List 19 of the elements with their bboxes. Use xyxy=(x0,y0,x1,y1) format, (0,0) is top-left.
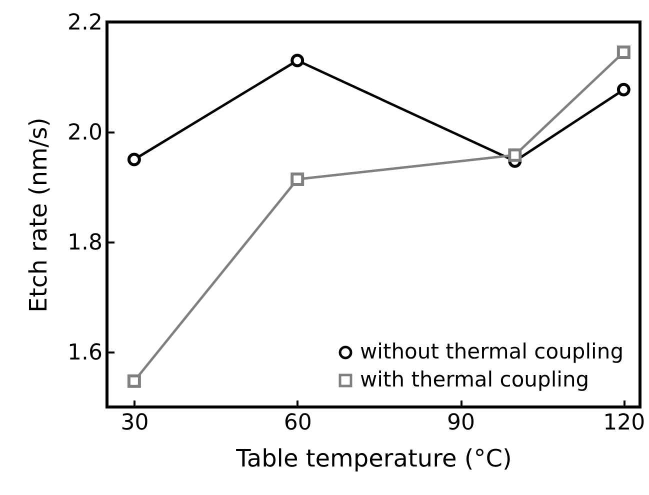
point xyxy=(290,172,304,186)
y-tick-label: 1.8 xyxy=(68,230,102,256)
point xyxy=(127,152,141,166)
x-tick-label: 60 xyxy=(284,410,312,436)
y-tick-label: 2.2 xyxy=(68,10,102,36)
x-tick-label: 120 xyxy=(603,410,646,436)
y-axis-title: Etch rate (nm/s) xyxy=(24,118,53,312)
point xyxy=(127,374,141,388)
x-axis-title: Table temperature (°C) xyxy=(235,444,512,472)
x-tick-label: 90 xyxy=(447,410,476,436)
legend-label: without thermal coupling xyxy=(360,340,624,364)
point xyxy=(290,54,304,68)
point xyxy=(616,46,630,59)
x-tick-label: 30 xyxy=(120,410,149,436)
point xyxy=(616,82,630,96)
y-tick-label: 1.6 xyxy=(68,340,102,366)
legend-label: with thermal coupling xyxy=(360,368,590,392)
y-tick-label: 2.0 xyxy=(68,120,102,146)
point xyxy=(508,148,522,162)
